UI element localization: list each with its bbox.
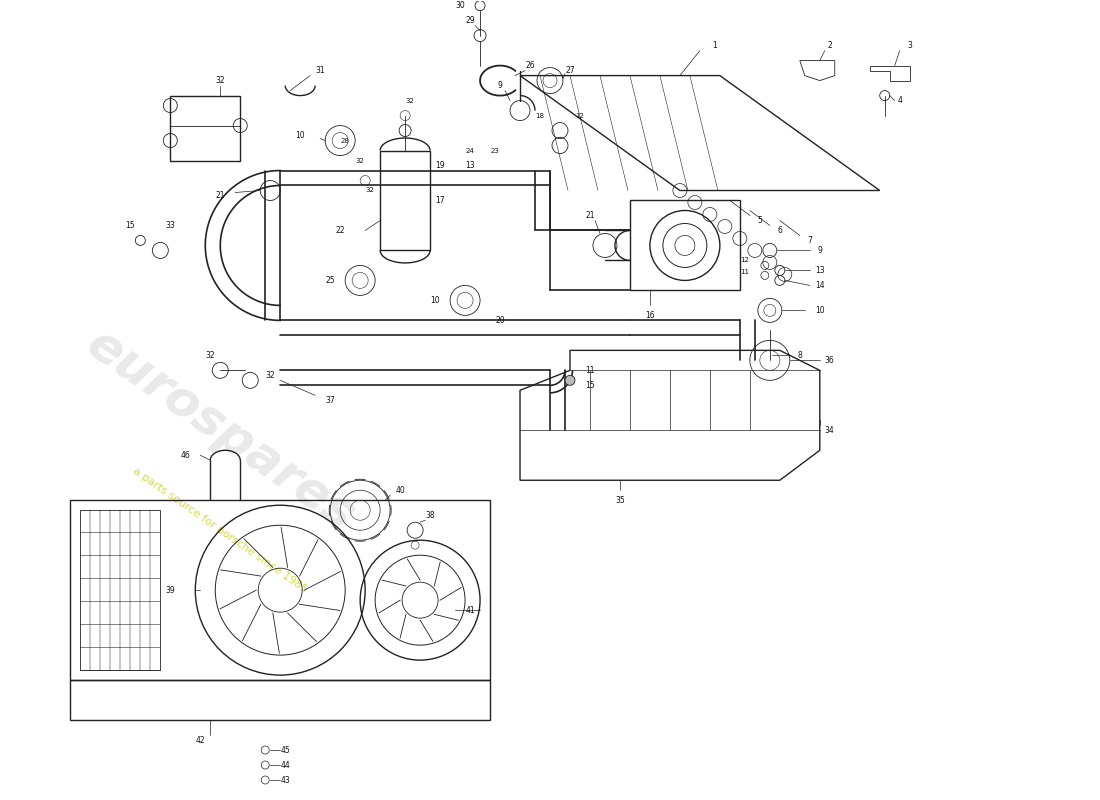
Text: 29: 29 [465,16,475,25]
Text: 11: 11 [740,270,749,275]
Text: 23: 23 [491,147,499,154]
Text: 34: 34 [825,426,835,435]
Text: 46: 46 [180,450,190,460]
Text: 32: 32 [365,187,375,194]
Text: 35: 35 [615,496,625,505]
Bar [170,95,240,161]
Bar [80,510,161,670]
Text: 32: 32 [406,98,415,103]
Text: 21: 21 [216,191,225,200]
Text: 11: 11 [585,366,595,375]
Text: 30: 30 [455,1,465,10]
Text: 10: 10 [815,306,825,315]
Text: 32: 32 [206,351,216,360]
Text: 5: 5 [758,216,762,225]
Bar [70,500,490,680]
Text: 25: 25 [326,276,336,285]
Text: 2: 2 [827,41,832,50]
Text: 43: 43 [280,775,290,785]
Text: 20: 20 [495,316,505,325]
Text: 1: 1 [713,41,717,50]
Circle shape [565,375,575,386]
Text: 36: 36 [825,356,835,365]
Text: 3: 3 [908,41,912,50]
Text: 41: 41 [465,606,475,614]
Text: 21: 21 [585,211,595,220]
Text: 12: 12 [575,113,584,118]
Text: 13: 13 [815,266,825,275]
Text: 16: 16 [645,311,654,320]
Text: 45: 45 [280,746,290,754]
Text: 44: 44 [280,761,290,770]
Text: 10: 10 [430,296,440,305]
Text: 13: 13 [465,161,475,170]
Text: 15: 15 [125,221,135,230]
Text: 24: 24 [465,147,474,154]
Text: 32: 32 [216,76,225,85]
Text: 40: 40 [395,486,405,494]
Text: 17: 17 [436,196,444,205]
Bar [70,680,490,720]
Text: 42: 42 [196,735,205,745]
Text: 37: 37 [326,396,336,405]
Text: 27: 27 [565,66,575,75]
Text: 38: 38 [426,510,434,520]
Text: 8: 8 [798,351,802,360]
Text: 19: 19 [436,161,444,170]
Text: eurospares: eurospares [77,320,363,541]
Text: 28: 28 [341,138,350,143]
Text: 7: 7 [807,236,812,245]
Text: 10: 10 [296,131,305,140]
Text: 14: 14 [815,281,825,290]
Text: 4: 4 [898,96,902,105]
Text: 39: 39 [165,586,175,594]
Text: 31: 31 [316,66,324,75]
Text: 18: 18 [536,113,544,118]
Text: 15: 15 [585,381,595,390]
Text: 32: 32 [265,371,275,380]
Text: 22: 22 [336,226,345,235]
Text: a parts source for porsche since 1985: a parts source for porsche since 1985 [131,466,309,594]
Bar [381,150,430,250]
Bar [630,201,740,290]
Text: 26: 26 [525,61,535,70]
Text: 33: 33 [165,221,175,230]
Text: 32: 32 [355,158,364,163]
Text: 12: 12 [740,258,749,263]
Text: 6: 6 [778,226,782,235]
Text: 9: 9 [497,81,503,90]
Text: 9: 9 [817,246,822,255]
